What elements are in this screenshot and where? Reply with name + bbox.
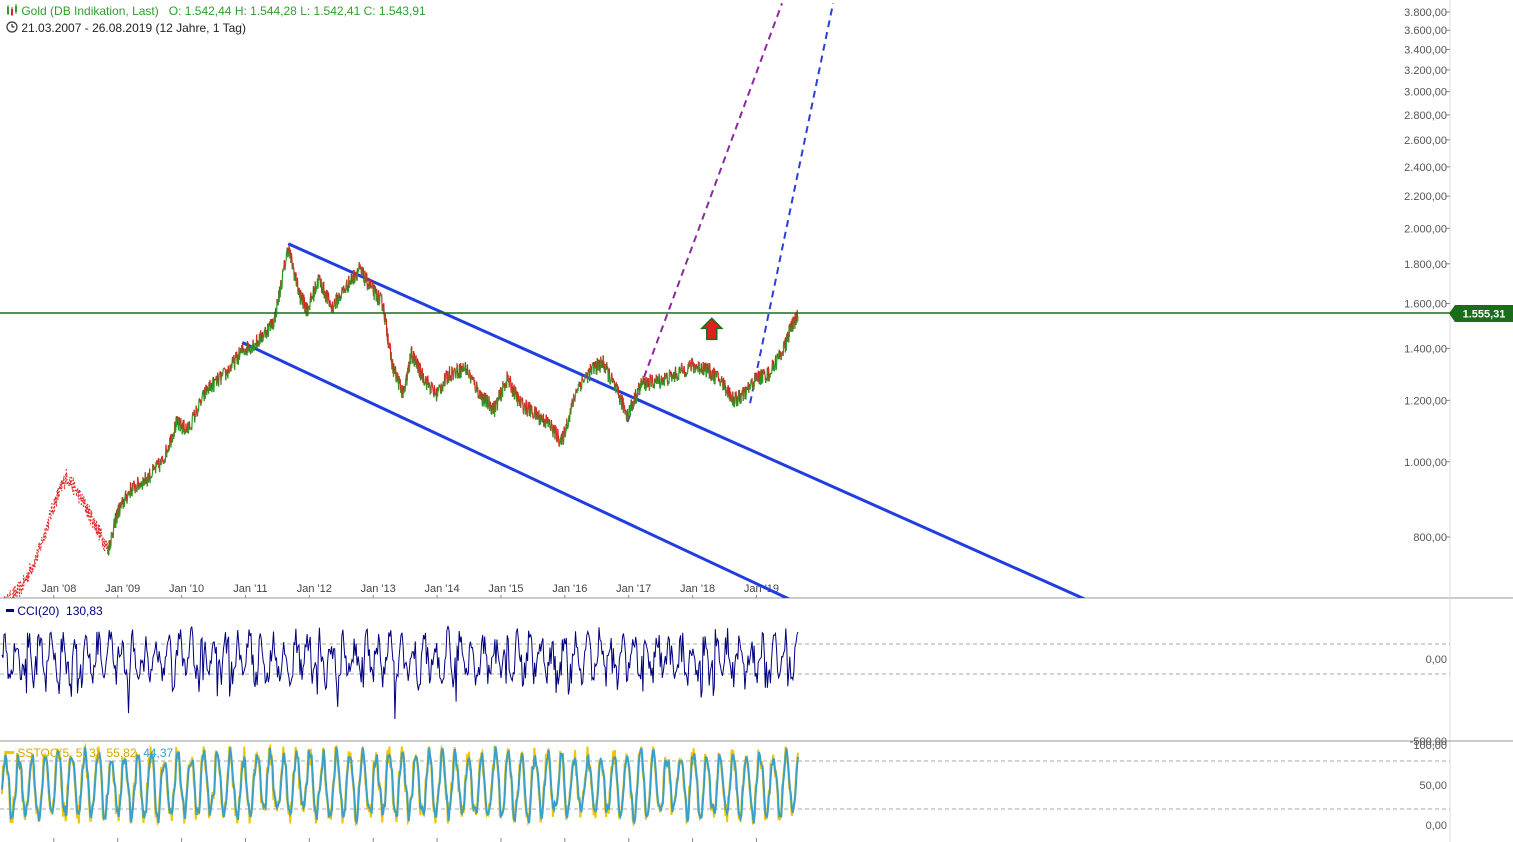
channel-trendline bbox=[287, 242, 1087, 598]
y-tick-label: 2.200,00 bbox=[1404, 191, 1447, 203]
x-tick-label: Jan '09 bbox=[105, 583, 140, 595]
y-tick-label: 1.800,00 bbox=[1404, 259, 1447, 271]
price-series-early bbox=[4, 469, 109, 598]
ohlc-values: O: 1.542,44 H: 1.544,28 L: 1.542,41 C: 1… bbox=[168, 4, 426, 18]
stoch-d-value: 44,37 bbox=[143, 746, 174, 760]
cci-legend: CCI(20) 130,83 bbox=[6, 604, 103, 618]
x-tick-label: Jan '18 bbox=[680, 583, 715, 595]
cci-pane[interactable]: 0,00 -500,00 bbox=[0, 625, 1513, 748]
date-range-row: 21.03.2007 - 26.08.2019 (12 Jahre, 1 Tag… bbox=[6, 21, 246, 35]
y-tick-label: 800,00 bbox=[1413, 532, 1447, 544]
y-tick-label: 1.400,00 bbox=[1404, 343, 1447, 355]
y-tick-label: 3.600,00 bbox=[1404, 25, 1447, 37]
clock-icon bbox=[6, 21, 18, 33]
cci-tick-label: -500,00 bbox=[1410, 736, 1447, 748]
trendline-group bbox=[4, 2, 1087, 598]
cci-tick-label: 0,00 bbox=[1426, 654, 1447, 666]
x-tick-label: Jan '10 bbox=[169, 583, 204, 595]
y-tick-label: 2.600,00 bbox=[1404, 135, 1447, 147]
instrument-title-row: Gold (DB Indikation, Last) O: 1.542,44 H… bbox=[6, 4, 426, 18]
cci-swatch bbox=[6, 609, 14, 612]
x-tick-label: Jan '14 bbox=[425, 583, 460, 595]
stoch-swatch bbox=[6, 751, 14, 754]
projection-trendline bbox=[749, 3, 835, 404]
current-price-tag: 1.555,31 bbox=[1449, 305, 1513, 322]
current-price-label: 1.555,31 bbox=[1463, 309, 1506, 321]
y-tick-label: 2.400,00 bbox=[1404, 162, 1447, 174]
stoch-tick-label: 50,00 bbox=[1419, 780, 1447, 792]
cci-value: 130,83 bbox=[66, 604, 103, 618]
stoch-label: SSTOC(5, 5, 3) bbox=[17, 746, 100, 760]
cci-line bbox=[1, 625, 799, 720]
y-tick-label: 3.800,00 bbox=[1404, 7, 1447, 19]
y-tick-label: 2.800,00 bbox=[1404, 110, 1447, 122]
x-tick-label: Jan '15 bbox=[488, 583, 523, 595]
y-tick-label: 3.400,00 bbox=[1404, 44, 1447, 56]
stoch-k-value: 55,82 bbox=[106, 746, 137, 760]
channel-trendline bbox=[241, 341, 791, 598]
y-tick-label: 1.600,00 bbox=[1404, 298, 1447, 310]
price-series bbox=[107, 245, 799, 556]
x-tick-label: Jan '12 bbox=[297, 583, 332, 595]
projection-trendline bbox=[626, 2, 783, 423]
x-tick-label: Jan '16 bbox=[552, 583, 587, 595]
y-tick-label: 3.000,00 bbox=[1404, 87, 1447, 99]
buy-arrow-icon bbox=[699, 317, 724, 341]
stoch-legend: SSTOC(5, 5, 3) 55,82 44,37 bbox=[6, 746, 173, 760]
stoch-tick-label: 100,00 bbox=[1413, 740, 1447, 752]
x-tick-label: Jan '08 bbox=[41, 583, 76, 595]
candlestick-icon bbox=[7, 4, 17, 16]
x-tick-label: Jan '19 bbox=[744, 583, 779, 595]
x-tick-label: Jan '11 bbox=[233, 583, 267, 595]
x-tick-label: Jan '17 bbox=[616, 583, 651, 595]
y-tick-label: 1.200,00 bbox=[1404, 395, 1447, 407]
date-range: 21.03.2007 - 26.08.2019 (12 Jahre, 1 Tag… bbox=[21, 21, 246, 35]
cci-label: CCI(20) bbox=[17, 604, 60, 618]
y-tick-label: 3.200,00 bbox=[1404, 65, 1447, 77]
stoch-tick-label: 0,00 bbox=[1426, 820, 1447, 832]
y-tick-label: 2.000,00 bbox=[1404, 223, 1447, 235]
y-tick-label: 1.000,00 bbox=[1404, 457, 1447, 469]
instrument-name[interactable]: Gold (DB Indikation, Last) bbox=[21, 4, 159, 18]
x-tick-label: Jan '13 bbox=[361, 583, 396, 595]
stochastic-pane[interactable]: 100,00 50,00 0,00 bbox=[0, 740, 1450, 842]
stoch-d-line bbox=[1, 746, 799, 826]
